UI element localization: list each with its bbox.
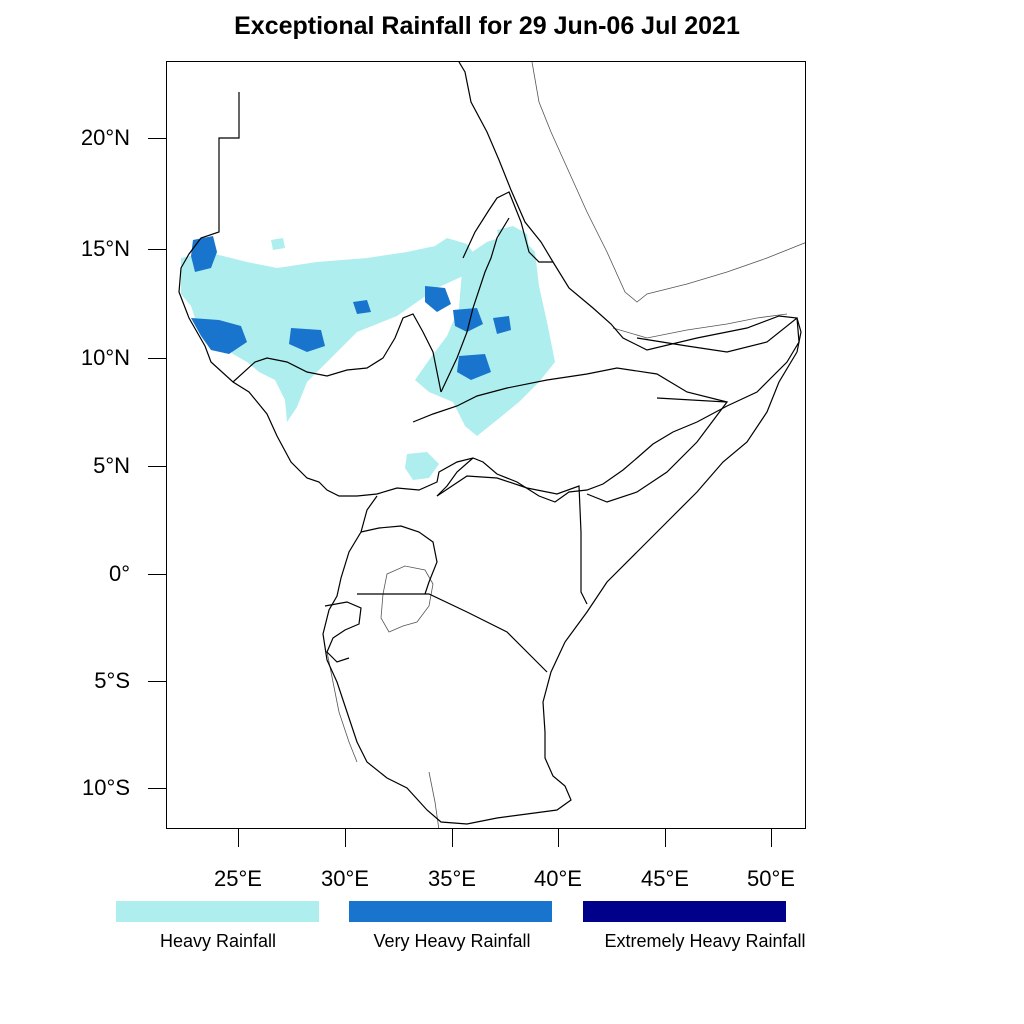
map-area[interactable]: IGAD ICPAC bbox=[166, 61, 806, 829]
heavy-rainfall-ethiopia-north bbox=[497, 226, 529, 252]
heavy-rainfall-west-sudan bbox=[181, 238, 477, 422]
map-svg bbox=[178, 62, 805, 828]
very-heavy-rainfall-ethiopia-b bbox=[457, 354, 491, 380]
legend-swatch-heavy bbox=[116, 901, 319, 922]
lake-tanganyika-outline bbox=[326, 651, 358, 763]
uganda-border bbox=[360, 525, 438, 595]
y-label-10s: 10°S bbox=[82, 775, 130, 800]
y-label-5s: 5°S bbox=[94, 668, 130, 693]
ethiopia-somalia-border bbox=[586, 397, 729, 503]
ethiopia-sudan-border bbox=[440, 217, 510, 393]
x-tick-50e bbox=[771, 829, 772, 847]
y-label-0: 0° bbox=[108, 561, 130, 586]
x-tick-40e bbox=[558, 829, 559, 847]
region-outline bbox=[178, 62, 800, 503]
very-heavy-rainfall-darfur bbox=[191, 318, 247, 354]
legend-swatch-very-heavy bbox=[349, 901, 552, 922]
very-heavy-rainfall-center bbox=[425, 286, 451, 312]
x-label-25e: 25°E bbox=[214, 866, 262, 891]
legend-swatch-extremely-heavy bbox=[583, 901, 786, 922]
x-tick-25e bbox=[238, 829, 239, 847]
ethiopia-west-border bbox=[462, 191, 553, 263]
ethiopia-inner bbox=[412, 367, 728, 423]
x-tick-45e bbox=[665, 829, 666, 847]
sudan-southsudan-border bbox=[232, 313, 442, 393]
heavy-rainfall-south-sudan-east bbox=[405, 452, 439, 480]
y-label-15n: 15°N bbox=[80, 236, 130, 261]
lake-victoria-outline bbox=[380, 565, 434, 633]
very-heavy-rainfall-ethiopia-c bbox=[493, 316, 511, 334]
x-label-30e: 30°E bbox=[321, 866, 369, 891]
tanzania-north-border bbox=[357, 593, 548, 673]
rwanda-burundi-border bbox=[324, 601, 362, 663]
y-tick-20n bbox=[148, 138, 166, 139]
heavy-rainfall-areas bbox=[181, 226, 555, 480]
y-tick-5s bbox=[148, 681, 166, 682]
y-label-5n: 5°N bbox=[93, 453, 130, 478]
very-heavy-rainfall-sudan-mid bbox=[353, 300, 371, 314]
x-label-35e: 35°E bbox=[428, 866, 476, 891]
x-tick-35e bbox=[452, 829, 453, 847]
x-label-45e: 45°E bbox=[641, 866, 689, 891]
country-borders bbox=[178, 62, 802, 825]
y-tick-5n bbox=[148, 466, 166, 467]
lake-malawi-outline bbox=[428, 771, 440, 828]
very-heavy-rainfall-ethiopia-a bbox=[453, 308, 483, 332]
x-label-40e: 40°E bbox=[534, 866, 582, 891]
y-label-10n: 10°N bbox=[80, 345, 130, 370]
x-label-50e: 50°E bbox=[747, 866, 795, 891]
kenya-border bbox=[436, 475, 588, 605]
southsudan-kenya-border bbox=[436, 457, 474, 497]
y-tick-10n bbox=[148, 358, 166, 359]
y-tick-0 bbox=[148, 574, 166, 575]
x-tick-30e bbox=[345, 829, 346, 847]
legend-label-very-heavy: Very Heavy Rainfall bbox=[373, 931, 531, 951]
somalia-horn bbox=[636, 316, 802, 353]
legend-label-extremely-heavy: Extremely Heavy Rainfall bbox=[604, 931, 806, 951]
very-heavy-rainfall-west bbox=[191, 236, 217, 272]
legend-label-heavy: Heavy Rainfall bbox=[159, 931, 277, 951]
very-heavy-rainfall-areas bbox=[191, 236, 511, 380]
y-tick-15n bbox=[148, 249, 166, 250]
map-title: Exceptional Rainfall for 29 Jun-06 Jul 2… bbox=[234, 12, 740, 40]
gulf-of-aden-coast bbox=[612, 313, 788, 339]
very-heavy-rainfall-kordofan bbox=[289, 328, 325, 352]
y-label-20n: 20°N bbox=[80, 125, 130, 150]
heavy-rainfall-sudan-north bbox=[271, 238, 285, 250]
east-africa-outline bbox=[322, 351, 798, 825]
y-tick-10s bbox=[148, 788, 166, 789]
coastlines bbox=[326, 62, 805, 828]
red-sea-east-coast bbox=[531, 62, 805, 303]
